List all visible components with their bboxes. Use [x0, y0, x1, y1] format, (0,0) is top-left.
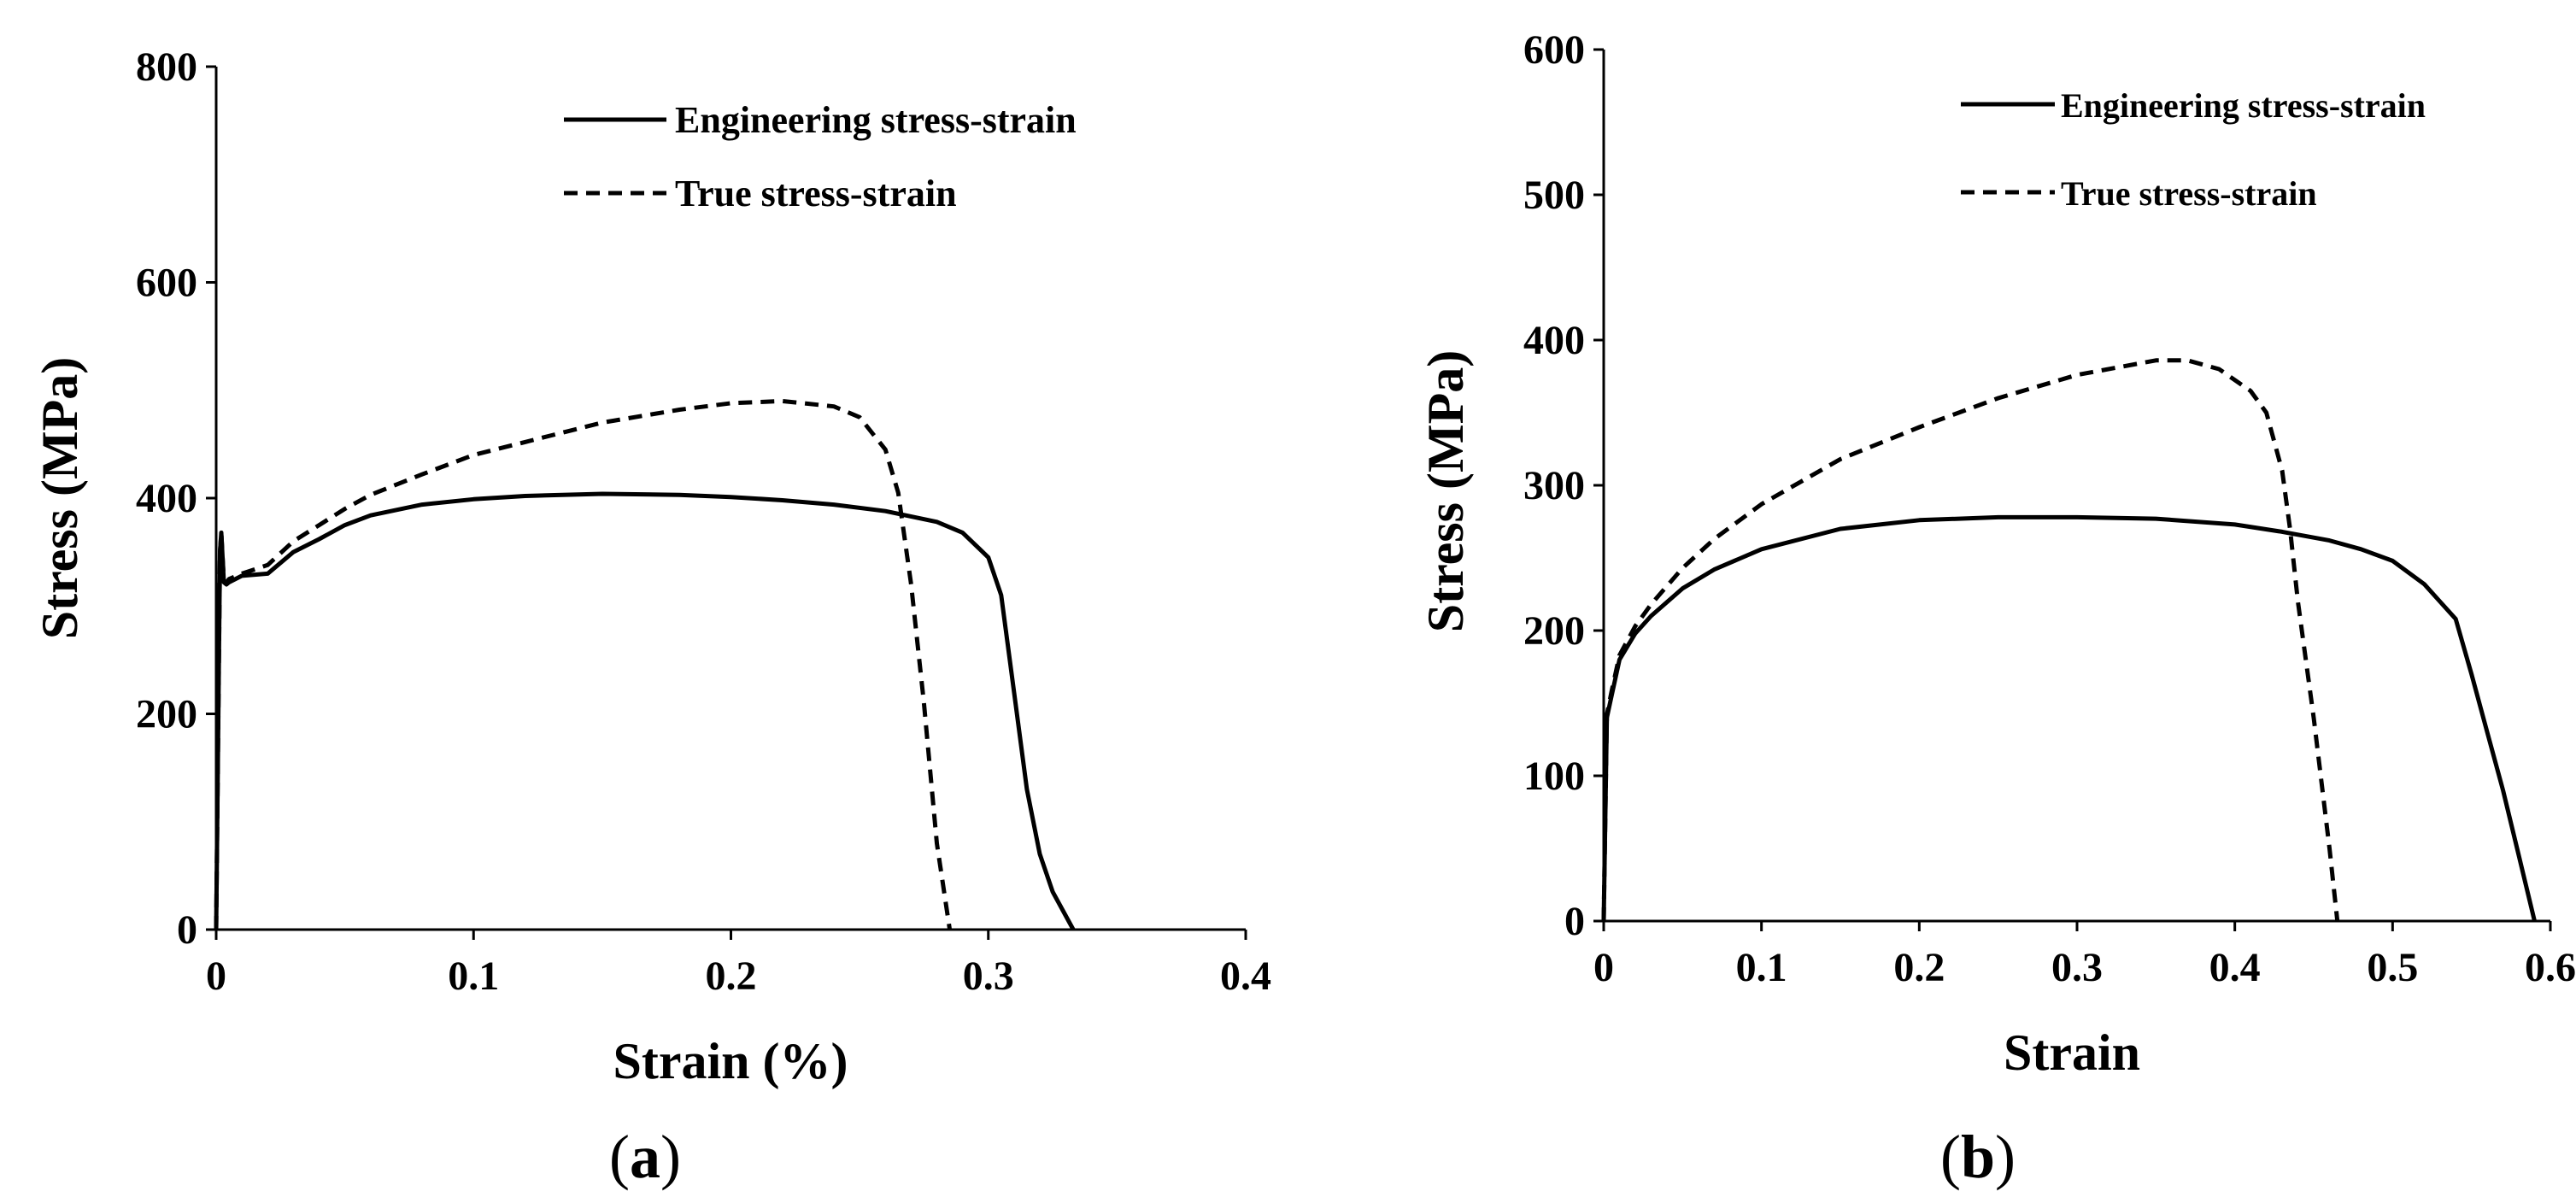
panel-b-y-tick-label: 300: [1523, 463, 1585, 508]
panel-b-y-ticks: 0 100 200 300 400 500 600: [1523, 27, 1604, 944]
panel-a-series-engineering: [214, 491, 1076, 931]
panel-a-x-tick-label: 0.1: [448, 954, 499, 999]
panel-a-caption-letter: a: [630, 1123, 660, 1191]
panel-a-y-tick-label: 600: [136, 261, 197, 306]
panel-a-chart: 0 200 400 600 800 0 0.1 0.2 0.3 0.4 Strain (%) S…: [32, 44, 1271, 1191]
panel-b-x-tick-label: 0.3: [2051, 945, 2103, 990]
panel-b-series-engineering: [1601, 514, 2537, 922]
panel-a-legend-label-engineering: Engineering stress-strain: [675, 99, 1077, 141]
panel-a-series: [214, 398, 1076, 931]
panel-b-legend-label-true: True stress-strain: [2061, 174, 2317, 213]
panel-b-x-tick-label: 0.5: [2367, 945, 2418, 990]
panel-a-x-axis-title: Strain (%): [613, 1033, 848, 1089]
panel-b-x-tick-label: 0.6: [2525, 945, 2576, 990]
panel-a-y-axis-title: Stress (MPa): [32, 357, 88, 639]
panel-a-y-tick-label: 0: [177, 907, 197, 953]
panel-b-x-tick-label: 0.2: [1893, 945, 1945, 990]
panel-b-x-tick-label: 0.4: [2209, 945, 2261, 990]
panel-a-x-tick-label: 0.3: [963, 954, 1014, 999]
panel-a-legend: Engineering stress-strain True stress-st…: [564, 99, 1077, 214]
panel-b-x-tick-label: 0: [1593, 945, 1614, 990]
panel-b-x-axis-title: Strain: [2004, 1024, 2140, 1081]
panel-a-x-ticks: 0 0.1 0.2 0.3 0.4: [206, 930, 1271, 999]
panel-a-y-ticks: 0 200 400 600 800: [136, 44, 216, 953]
panel-b-y-tick-label: 500: [1523, 173, 1585, 218]
panel-a-x-tick-label: 0.4: [1220, 954, 1271, 999]
panel-b-y-tick-label: 400: [1523, 318, 1585, 363]
panel-b-y-axis-title: Stress (MPa): [1417, 350, 1474, 632]
panel-b-legend-label-engineering: Engineering stress-strain: [2061, 86, 2426, 125]
panel-b-y-tick-label: 200: [1523, 608, 1585, 654]
panel-b-series-true: [1601, 358, 2340, 922]
panel-a-x-tick-label: 0.2: [706, 954, 757, 999]
panel-b-x-ticks: 0 0.1 0.2 0.3 0.4 0.5 0.6: [1593, 921, 2576, 990]
panel-a-caption-label: (a): [609, 1123, 681, 1191]
panel-a-legend-label-true: True stress-strain: [675, 173, 957, 214]
panel-a-y-tick-label: 800: [136, 44, 197, 90]
panel-b-legend: Engineering stress-strain True stress-st…: [1961, 86, 2426, 213]
panel-b-caption-label: (b): [1940, 1123, 2016, 1191]
panel-b-y-tick-label: 0: [1564, 899, 1585, 944]
panel-b-y-tick-label: 100: [1523, 754, 1585, 799]
panel-a-y-tick-label: 400: [136, 476, 197, 521]
panel-b-caption-letter: b: [1961, 1123, 1995, 1191]
panel-b-y-tick-label: 600: [1523, 27, 1585, 73]
panel-b-x-tick-label: 0.1: [1736, 945, 1787, 990]
panel-a-y-tick-label: 200: [136, 692, 197, 737]
panel-b-series: [1601, 358, 2537, 922]
panel-a-series-true: [214, 398, 953, 930]
panel-a-x-tick-label: 0: [206, 954, 226, 999]
